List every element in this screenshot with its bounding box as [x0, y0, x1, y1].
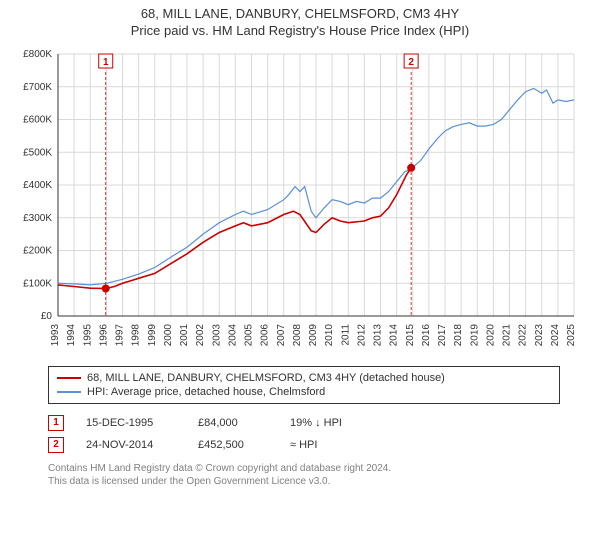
chart-container: 68, MILL LANE, DANBURY, CHELMSFORD, CM3 …: [0, 0, 600, 560]
marker-note: ≈ HPI: [290, 439, 317, 451]
legend-item: 68, MILL LANE, DANBURY, CHELMSFORD, CM3 …: [57, 371, 551, 385]
svg-text:2013: 2013: [373, 323, 384, 346]
svg-text:2011: 2011: [340, 323, 351, 345]
marker-row: 1 15-DEC-1995 £84,000 19% ↓ HPI: [48, 412, 560, 434]
legend-swatch: [57, 391, 81, 393]
footer-line: Contains HM Land Registry data © Crown c…: [48, 462, 560, 475]
footer-line: This data is licensed under the Open Gov…: [48, 475, 560, 488]
svg-text:2008: 2008: [292, 323, 303, 346]
svg-text:2022: 2022: [518, 323, 529, 346]
title-address: 68, MILL LANE, DANBURY, CHELMSFORD, CM3 …: [0, 6, 600, 23]
svg-text:2006: 2006: [260, 323, 271, 346]
svg-text:2001: 2001: [179, 323, 190, 346]
svg-text:1993: 1993: [50, 323, 61, 346]
chart-area: £0 £100K £200K £300K £400K £500K £600K £700K £80…: [10, 46, 590, 356]
svg-text:£200K: £200K: [23, 245, 52, 256]
svg-text:2017: 2017: [437, 323, 448, 346]
svg-text:2003: 2003: [211, 323, 222, 346]
svg-text:2002: 2002: [195, 323, 206, 346]
svg-text:£300K: £300K: [23, 213, 52, 224]
svg-text:2014: 2014: [389, 323, 400, 346]
svg-text:1: 1: [103, 57, 109, 68]
legend: 68, MILL LANE, DANBURY, CHELMSFORD, CM3 …: [48, 366, 560, 404]
marker-table: 1 15-DEC-1995 £84,000 19% ↓ HPI 2 24-NOV…: [48, 412, 560, 456]
svg-text:£500K: £500K: [23, 147, 52, 158]
svg-text:2023: 2023: [534, 323, 545, 346]
svg-text:1997: 1997: [115, 323, 126, 346]
footer: Contains HM Land Registry data © Crown c…: [48, 462, 560, 488]
svg-text:2024: 2024: [550, 323, 561, 346]
svg-text:2025: 2025: [566, 323, 577, 346]
legend-swatch: [57, 377, 81, 379]
svg-text:1996: 1996: [98, 323, 109, 346]
marker-badge: 2: [48, 437, 64, 453]
svg-text:2009: 2009: [308, 323, 319, 346]
svg-text:£400K: £400K: [23, 180, 52, 191]
legend-label: HPI: Average price, detached house, Chel…: [87, 386, 325, 398]
svg-text:£100K: £100K: [23, 278, 52, 289]
svg-text:2000: 2000: [163, 323, 174, 346]
svg-text:2012: 2012: [356, 323, 367, 346]
svg-text:2010: 2010: [324, 323, 335, 346]
svg-text:2019: 2019: [469, 323, 480, 346]
svg-text:2004: 2004: [227, 323, 238, 346]
svg-text:2: 2: [408, 57, 414, 68]
svg-text:2015: 2015: [405, 323, 416, 346]
marker-date: 24-NOV-2014: [86, 439, 176, 451]
marker-badge: 1: [48, 415, 64, 431]
legend-item: HPI: Average price, detached house, Chel…: [57, 385, 551, 399]
svg-text:1995: 1995: [82, 323, 93, 346]
line-chart-svg: £0 £100K £200K £300K £400K £500K £600K £700K £80…: [10, 46, 590, 356]
marker-price: £84,000: [198, 417, 268, 429]
svg-text:£700K: £700K: [23, 82, 52, 93]
svg-text:1998: 1998: [131, 323, 142, 346]
marker-note: 19% ↓ HPI: [290, 417, 342, 429]
svg-text:2007: 2007: [276, 323, 287, 346]
svg-text:2021: 2021: [502, 323, 513, 346]
titles: 68, MILL LANE, DANBURY, CHELMSFORD, CM3 …: [0, 0, 600, 40]
svg-text:1994: 1994: [66, 323, 77, 346]
svg-text:£800K: £800K: [23, 49, 52, 60]
title-subtitle: Price paid vs. HM Land Registry's House …: [0, 23, 600, 40]
marker-row: 2 24-NOV-2014 £452,500 ≈ HPI: [48, 434, 560, 456]
svg-text:2018: 2018: [453, 323, 464, 346]
svg-text:£0: £0: [41, 311, 53, 322]
svg-text:1999: 1999: [147, 323, 158, 346]
svg-text:£600K: £600K: [23, 114, 52, 125]
svg-text:2005: 2005: [244, 323, 255, 346]
svg-text:2016: 2016: [421, 323, 432, 346]
marker-date: 15-DEC-1995: [86, 417, 176, 429]
marker-price: £452,500: [198, 439, 268, 451]
legend-label: 68, MILL LANE, DANBURY, CHELMSFORD, CM3 …: [87, 372, 445, 384]
svg-text:2020: 2020: [485, 323, 496, 346]
